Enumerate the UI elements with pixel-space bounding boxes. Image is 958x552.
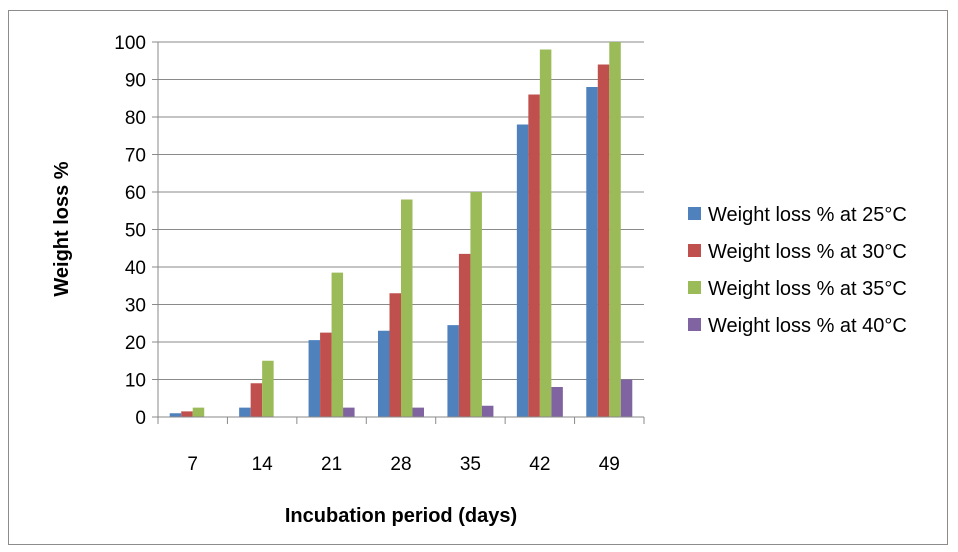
bar-1-42 — [516, 124, 529, 417]
bar-3-42 — [539, 49, 552, 417]
y-tick-label: 50 — [125, 221, 146, 242]
x-tick-labels: 7 14 21 28 35 42 49 — [187, 454, 619, 475]
y-tick-label: 10 — [125, 371, 146, 392]
bar-2-35 — [458, 253, 471, 417]
x-tick-label: 42 — [529, 454, 550, 475]
bar-2-7 — [181, 411, 193, 417]
y-tick-label: 70 — [125, 146, 146, 167]
bar-3-14 — [262, 360, 274, 417]
x-tick-label: 21 — [321, 454, 342, 475]
legend-swatch — [688, 318, 701, 331]
bar-2-42 — [528, 94, 540, 417]
legend-label: Weight loss % at 25°C — [708, 204, 907, 226]
y-tick-label: 0 — [135, 408, 146, 429]
bar-3-28 — [401, 199, 413, 417]
x-tick-label: 35 — [460, 454, 481, 475]
bar-1-49 — [586, 87, 598, 417]
legend: Weight loss % at 25°C Weight loss % at 30… — [688, 204, 907, 337]
y-tick-label: 90 — [125, 71, 146, 92]
bar-1-14 — [239, 407, 251, 417]
y-tick-label: 30 — [125, 296, 146, 317]
legend-label: Weight loss % at 35°C — [708, 278, 907, 300]
bar-2-49 — [597, 64, 610, 417]
y-tick-label: 100 — [114, 33, 146, 54]
bar-4-49 — [620, 379, 633, 417]
x-tick-label: 28 — [390, 454, 411, 475]
axes — [157, 42, 645, 424]
bars — [169, 42, 633, 417]
bar-1-21 — [308, 340, 321, 417]
bar-1-35 — [447, 325, 459, 417]
legend-swatch — [688, 281, 701, 294]
bar-2-14 — [250, 383, 263, 417]
x-tick-label: 49 — [599, 454, 620, 475]
bar-1-7 — [169, 413, 182, 417]
bar-4-28 — [412, 407, 424, 417]
y-tick-label: 60 — [125, 183, 146, 204]
bar-3-21 — [331, 272, 344, 417]
x-tick-label: 7 — [187, 454, 198, 475]
bar-4-21 — [343, 407, 355, 417]
y-tick-labels: 0 10 20 30 40 50 60 70 80 90 100 — [114, 33, 146, 429]
y-axis-title: Weight loss % — [51, 161, 73, 296]
x-axis-title: Incubation period (days) — [285, 505, 517, 527]
y-tick-label: 40 — [125, 258, 146, 279]
bar-3-49 — [609, 42, 621, 417]
bar-4-35 — [481, 405, 494, 417]
bar-1-28 — [378, 330, 390, 417]
legend-swatch — [688, 207, 701, 220]
bar-2-21 — [320, 332, 332, 417]
x-tick-label: 14 — [252, 454, 274, 475]
y-tick-label: 20 — [125, 333, 146, 354]
legend-label: Weight loss % at 40°C — [708, 315, 907, 337]
bar-4-42 — [551, 387, 563, 417]
legend-swatch — [688, 244, 701, 257]
legend-label: Weight loss % at 30°C — [708, 241, 907, 263]
bar-3-7 — [192, 407, 205, 417]
bar-2-28 — [389, 293, 401, 417]
bar-3-35 — [470, 192, 482, 417]
y-tick-label: 80 — [125, 108, 146, 129]
